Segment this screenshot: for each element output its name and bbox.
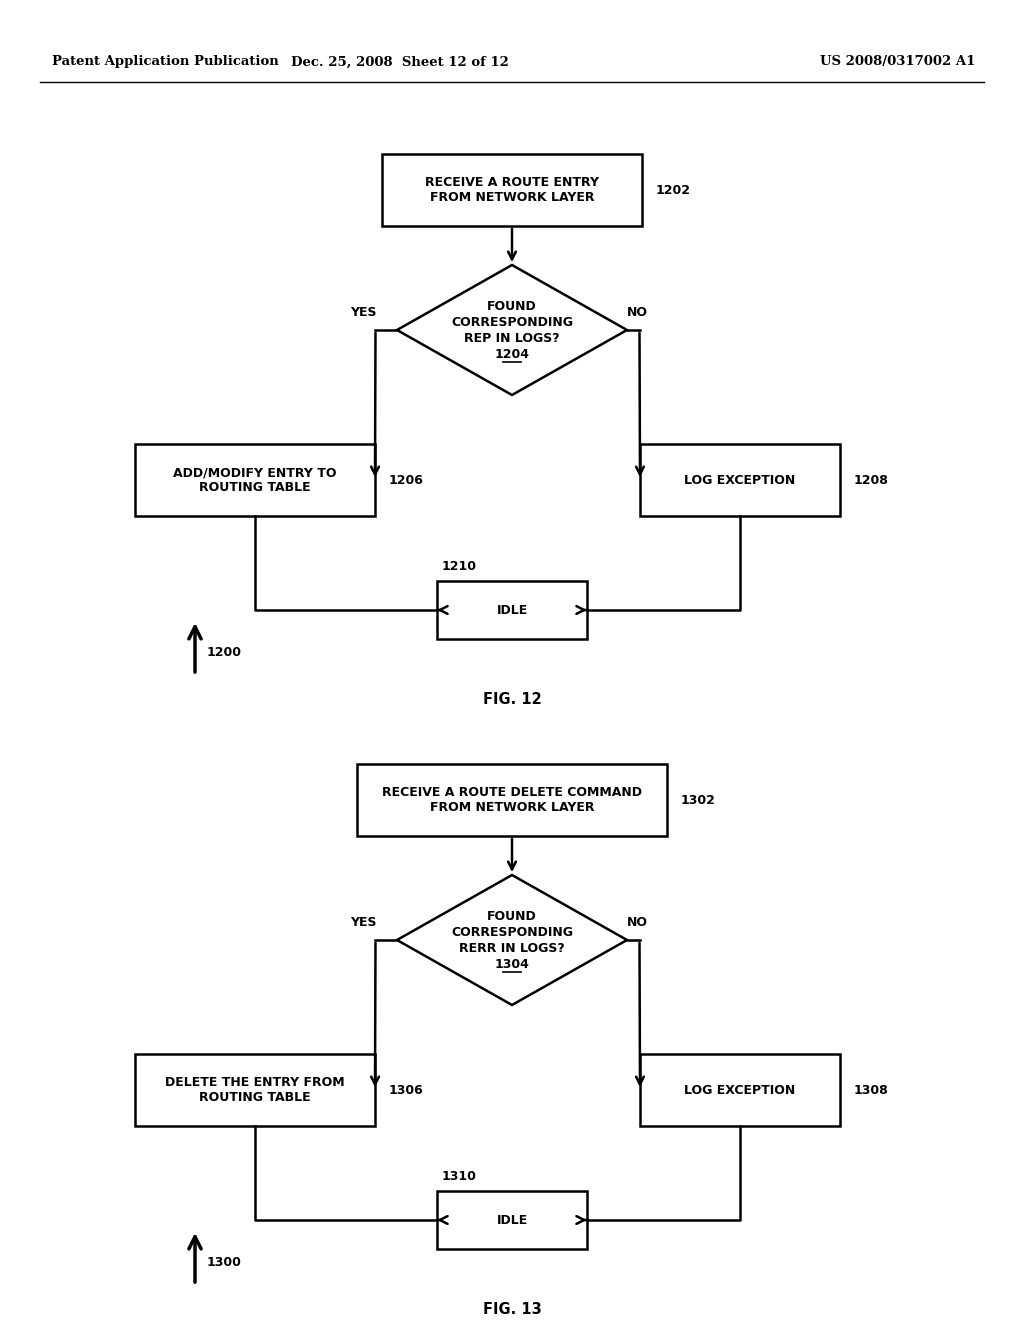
Text: FOUND: FOUND xyxy=(487,909,537,923)
Text: RECEIVE A ROUTE ENTRY
FROM NETWORK LAYER: RECEIVE A ROUTE ENTRY FROM NETWORK LAYER xyxy=(425,176,599,205)
Text: 1308: 1308 xyxy=(854,1084,889,1097)
Bar xyxy=(382,154,642,226)
Text: 1304: 1304 xyxy=(495,957,529,970)
Text: LOG EXCEPTION: LOG EXCEPTION xyxy=(684,1084,796,1097)
Text: ADD/MODIFY ENTRY TO
ROUTING TABLE: ADD/MODIFY ENTRY TO ROUTING TABLE xyxy=(173,466,337,494)
Text: FOUND: FOUND xyxy=(487,300,537,313)
Text: 1204: 1204 xyxy=(495,347,529,360)
Text: FIG. 12: FIG. 12 xyxy=(482,693,542,708)
Text: IDLE: IDLE xyxy=(497,603,527,616)
Bar xyxy=(357,764,667,836)
Text: 1310: 1310 xyxy=(442,1171,477,1184)
Text: 1202: 1202 xyxy=(656,183,691,197)
Text: 1206: 1206 xyxy=(389,474,424,487)
Text: NO: NO xyxy=(627,916,647,928)
Text: YES: YES xyxy=(350,916,376,928)
Text: FIG. 13: FIG. 13 xyxy=(482,1303,542,1317)
Polygon shape xyxy=(397,265,627,395)
Text: 1210: 1210 xyxy=(442,561,477,573)
Text: NO: NO xyxy=(627,305,647,318)
Text: Dec. 25, 2008  Sheet 12 of 12: Dec. 25, 2008 Sheet 12 of 12 xyxy=(291,55,509,69)
Text: RECEIVE A ROUTE DELETE COMMAND
FROM NETWORK LAYER: RECEIVE A ROUTE DELETE COMMAND FROM NETW… xyxy=(382,785,642,814)
Bar xyxy=(640,444,840,516)
Bar xyxy=(135,1053,375,1126)
Bar xyxy=(437,581,587,639)
Text: 1302: 1302 xyxy=(681,793,716,807)
Text: 1208: 1208 xyxy=(854,474,889,487)
Polygon shape xyxy=(397,875,627,1005)
Text: IDLE: IDLE xyxy=(497,1213,527,1226)
Bar xyxy=(437,1191,587,1249)
Text: CORRESPONDING: CORRESPONDING xyxy=(451,925,573,939)
Text: US 2008/0317002 A1: US 2008/0317002 A1 xyxy=(820,55,976,69)
Bar xyxy=(135,444,375,516)
Text: CORRESPONDING: CORRESPONDING xyxy=(451,315,573,329)
Text: 1300: 1300 xyxy=(207,1257,242,1269)
Text: LOG EXCEPTION: LOG EXCEPTION xyxy=(684,474,796,487)
Text: DELETE THE ENTRY FROM
ROUTING TABLE: DELETE THE ENTRY FROM ROUTING TABLE xyxy=(165,1076,345,1104)
Text: REP IN LOGS?: REP IN LOGS? xyxy=(464,331,560,345)
Text: Patent Application Publication: Patent Application Publication xyxy=(52,55,279,69)
Bar xyxy=(640,1053,840,1126)
Text: YES: YES xyxy=(350,305,376,318)
Text: RERR IN LOGS?: RERR IN LOGS? xyxy=(459,941,565,954)
Text: 1200: 1200 xyxy=(207,645,242,659)
Text: 1306: 1306 xyxy=(389,1084,424,1097)
